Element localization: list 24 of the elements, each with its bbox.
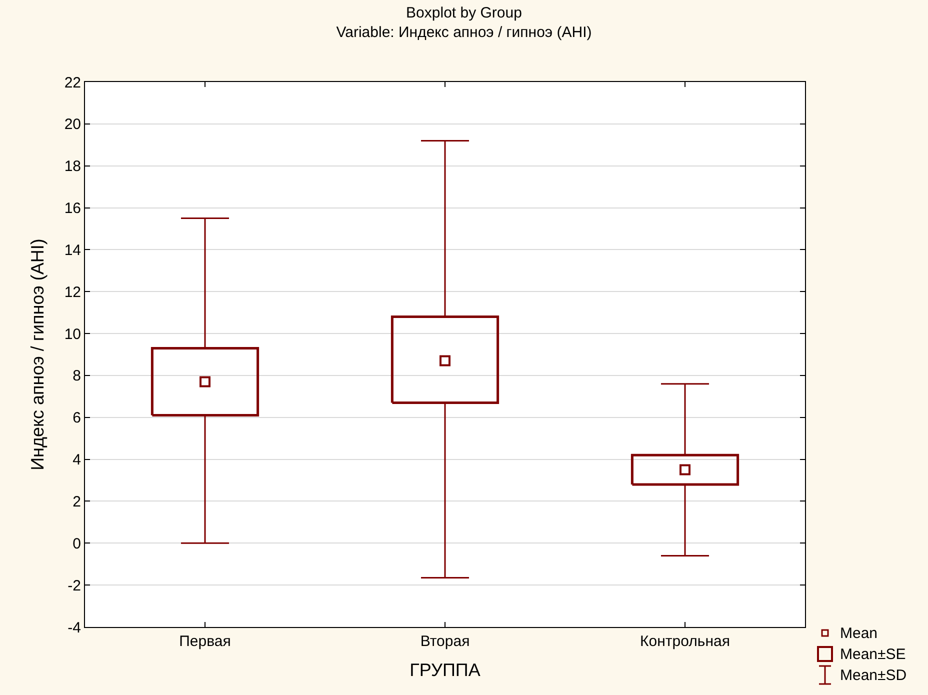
y-tick-label: 14 [64,242,81,259]
y-tick-label: 22 [64,74,81,92]
x-axis-title: ГРУППА [410,660,480,680]
text: Mean±SE [840,646,906,663]
y-tick-label: 20 [64,116,81,134]
text: Mean±SD [840,667,907,684]
y-tick-label: -2 [68,577,81,594]
y-tick-label: 12 [64,284,81,301]
y-tick-label: 0 [72,535,81,552]
y-tick-label: 10 [64,326,81,343]
y-tick-label: 16 [64,200,81,218]
y-tick-label: 2 [72,493,81,510]
y-tick-label: 6 [72,410,81,427]
x-tick-label: Контрольная [640,633,730,650]
x-tick-label: Вторая [420,633,470,650]
chart-subtitle: Variable: Индекс апноэ / гипноэ (AHI) [336,24,592,41]
y-tick-label: 4 [72,452,81,469]
y-tick-label: -4 [68,619,81,636]
y-tick-label: 18 [64,158,81,176]
chart-title: Boxplot by Group [406,4,522,22]
x-tick-label: Первая [179,633,231,650]
y-tick-label: 8 [72,368,81,385]
text: Mean [840,625,878,642]
y-axis-title: Индекс апноэ / гипноэ (AHI) [28,238,48,470]
